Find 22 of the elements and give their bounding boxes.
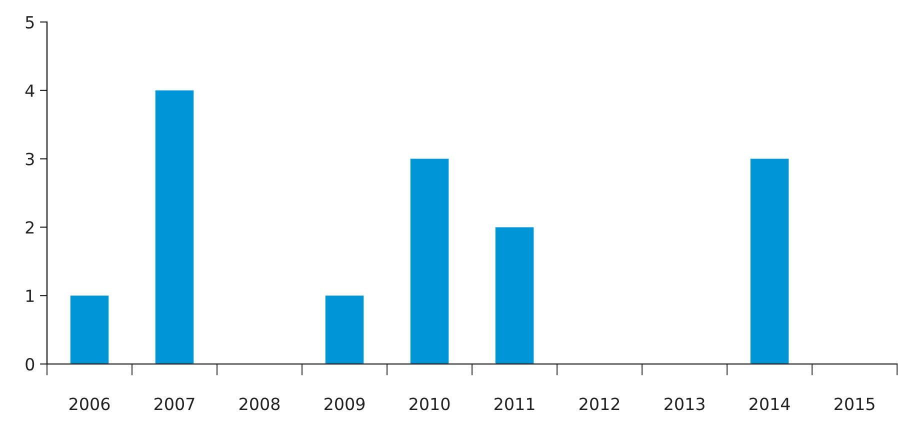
x-tick-label: 2013: [664, 398, 704, 410]
x-tick-label: 2012: [580, 398, 620, 410]
x-tick-label: 2007: [154, 398, 194, 410]
bar: [410, 158, 449, 364]
bar: [495, 227, 534, 364]
bar: [750, 158, 789, 364]
x-tick-label: 2015: [834, 398, 874, 410]
y-tick-label: 0: [26, 358, 34, 371]
y-tick-label: 3: [26, 152, 34, 166]
x-tick-label: 2014: [750, 398, 790, 410]
x-tick-label: 2009: [324, 398, 365, 410]
y-tick-label: 2: [26, 221, 34, 234]
x-tick-label: 2008: [240, 398, 280, 410]
y-tick-label: 5: [26, 16, 34, 29]
bar: [155, 90, 194, 364]
bar: [70, 296, 109, 364]
bar: [325, 296, 364, 364]
x-tick-label: 2006: [70, 398, 110, 410]
y-tick-label: 1: [26, 290, 34, 302]
y-tick-label: 4: [25, 84, 34, 97]
x-tick-label: 2010: [410, 398, 450, 410]
x-tick-label: 2011: [494, 398, 534, 410]
